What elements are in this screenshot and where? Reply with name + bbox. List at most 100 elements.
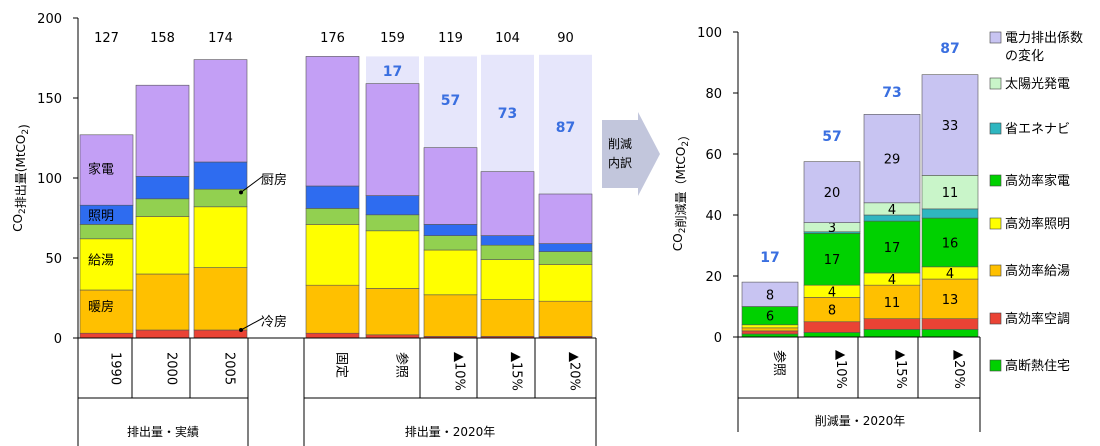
- x-tick-label: 参照: [771, 350, 787, 376]
- bar-total-label: 176: [320, 31, 345, 46]
- segment-value-label: 33: [942, 119, 959, 134]
- y-axis-title: CO2排出量(MtCO2): [11, 124, 31, 232]
- bar-segment: [921, 74, 979, 176]
- bar-segment: [480, 244, 535, 260]
- y-tick-label: 80: [705, 87, 722, 102]
- segment-label: 家電: [88, 161, 114, 177]
- bar-segment: [921, 329, 979, 338]
- y-tick-label: 0: [54, 332, 62, 347]
- bar-segment: [365, 230, 420, 289]
- legend-label: 高効率家電: [1005, 173, 1070, 189]
- bar-segment: [423, 224, 478, 236]
- bar-segment: [741, 281, 799, 307]
- legend-label: 省エネナビ: [1005, 122, 1070, 137]
- reduction-gap-label: 73: [498, 106, 517, 122]
- legend-label: の変化: [1005, 48, 1044, 64]
- bar-segment: [741, 330, 799, 335]
- bar-segment: [803, 332, 861, 338]
- bar-total-label: 73: [882, 85, 901, 101]
- x-tick-label: ▲15%: [893, 350, 908, 389]
- bar-segment: [193, 188, 248, 208]
- segment-value-label: 17: [824, 253, 841, 268]
- bar-segment: [921, 318, 979, 330]
- bar-total-label: 119: [438, 31, 463, 46]
- segment-value-label: 8: [766, 288, 774, 303]
- x-tick-label: ▲15%: [509, 352, 524, 391]
- reduction-gap-label: 87: [556, 120, 575, 136]
- legend-label: 太陽光発電: [1005, 77, 1070, 92]
- legend-swatch: [989, 264, 1002, 277]
- arrow-label: 削減: [608, 136, 632, 151]
- bar-segment: [863, 329, 921, 338]
- bar-segment: [305, 56, 360, 187]
- bar-total-label: 158: [150, 31, 175, 46]
- bar-segment: [135, 273, 190, 331]
- segment-label: 給湯: [88, 254, 114, 269]
- bar-segment: [79, 289, 134, 334]
- segment-value-label: 17: [884, 241, 901, 256]
- bar-segment: [305, 332, 360, 339]
- y-tick-label: 50: [45, 252, 62, 267]
- x-tick-label: 2000: [164, 352, 179, 385]
- bar-segment: [863, 318, 921, 330]
- segment-value-label: 4: [888, 203, 896, 218]
- reduction-gap-box: [481, 54, 534, 172]
- callout-label: 冷房: [261, 314, 287, 330]
- callout-dot: [239, 190, 243, 195]
- bar-segment: [480, 171, 535, 236]
- bar-segment: [305, 224, 360, 286]
- reduction-gap-label: 57: [441, 93, 460, 109]
- legend-swatch: [989, 217, 1002, 230]
- bar-segment: [741, 324, 799, 329]
- legend-label: 高効率照明: [1005, 216, 1070, 232]
- bar-segment: [305, 208, 360, 225]
- segment-value-label: 4: [828, 285, 836, 300]
- bar-segment: [79, 332, 134, 339]
- bar-segment: [305, 284, 360, 334]
- bar-segment: [741, 327, 799, 332]
- reduction-gap-box: [539, 54, 592, 194]
- bar-segment: [79, 238, 134, 291]
- bar-segment: [921, 175, 979, 210]
- bar-segment: [79, 224, 134, 240]
- bar-segment: [423, 147, 478, 225]
- bar-segment: [480, 299, 535, 337]
- bar-segment: [863, 284, 921, 319]
- bar-segment: [803, 161, 861, 223]
- segment-value-label: 16: [942, 236, 959, 251]
- segment-value-label: 29: [884, 153, 901, 168]
- legend-swatch: [989, 31, 1002, 44]
- bar-segment: [538, 264, 593, 302]
- x-tick-label: 参照: [394, 352, 410, 378]
- segment-value-label: 4: [946, 267, 954, 282]
- y-tick-label: 100: [37, 172, 62, 187]
- reduction-chart: 6 8 17 8 4 17 3 20 57 11 4 17 4 29 73 13 4 16 11 33 87 0 20 40 6…: [671, 26, 981, 432]
- group-label: 排出量・実績: [127, 424, 199, 439]
- bar-total-label: 87: [940, 41, 959, 57]
- bar-segment: [193, 206, 248, 268]
- bar-segment: [921, 208, 979, 219]
- y-tick-label: 60: [705, 148, 722, 163]
- bar-segment: [423, 235, 478, 251]
- y-tick-label: 150: [37, 92, 62, 107]
- bar-segment: [423, 294, 478, 337]
- bar-segment: [480, 259, 535, 300]
- legend-swatch: [989, 174, 1002, 187]
- bar-segment: [305, 185, 360, 209]
- legend-label: 高効率給湯: [1005, 263, 1070, 279]
- reduction-gap-label: 17: [383, 64, 402, 80]
- bar-segment: [365, 214, 420, 232]
- legend-swatch: [989, 312, 1002, 325]
- segment-label: 暖房: [88, 299, 114, 315]
- y-tick-label: 100: [697, 26, 722, 41]
- group-label: 排出量・2020年: [405, 425, 496, 439]
- bar-segment: [79, 134, 134, 206]
- legend-label: 電力排出係数: [1005, 31, 1083, 46]
- x-tick-label: ▲20%: [951, 350, 966, 389]
- bar-segment: [135, 176, 190, 200]
- segment-value-label: 4: [888, 273, 896, 288]
- y-tick-label: 0: [714, 331, 722, 346]
- bar-segment: [135, 216, 190, 275]
- bar-segment: [135, 198, 190, 217]
